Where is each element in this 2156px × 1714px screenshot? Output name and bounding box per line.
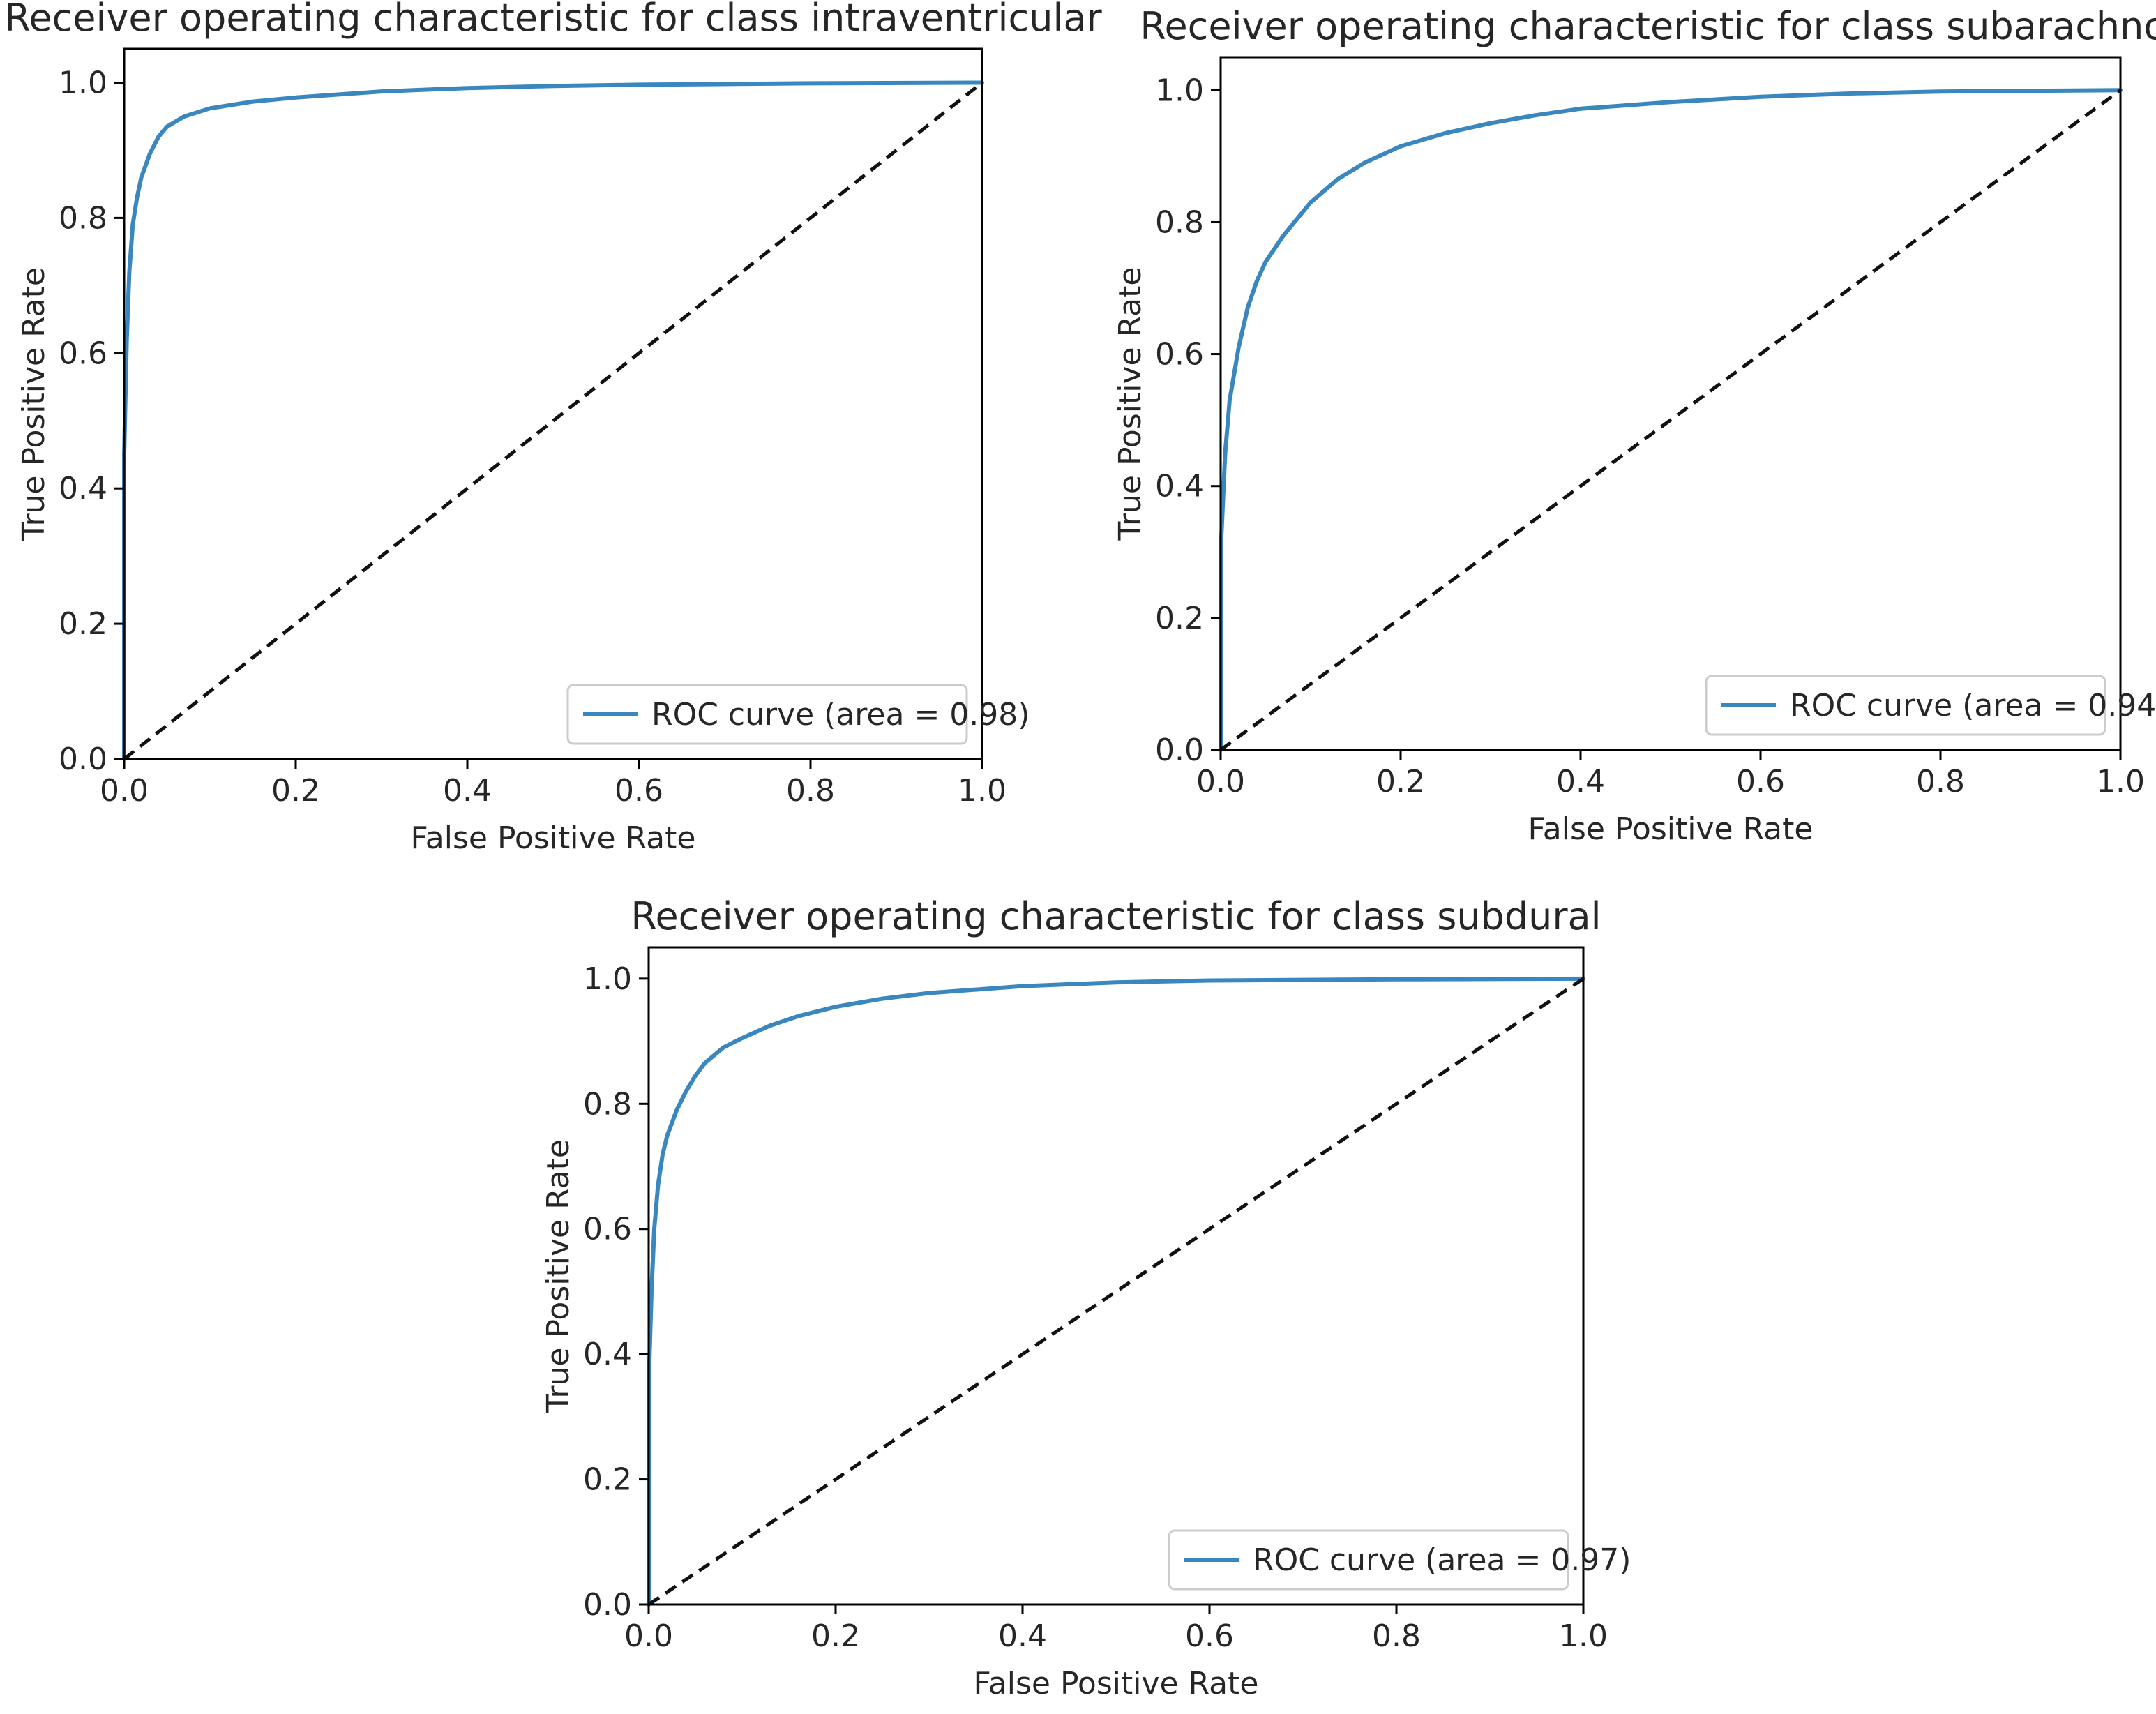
chart-2-x-tick-label: 0.6 (1736, 764, 1785, 799)
chart-1-legend-label: ROC curve (area = 0.98) (651, 697, 1030, 732)
chart-1-y-tick-label: 0.2 (59, 606, 107, 642)
chart-2-chance-line (1219, 89, 2122, 752)
chart-1-legend-box (566, 684, 968, 745)
chart-1-axes-frame (123, 47, 983, 760)
chart-3-legend-box (1168, 1529, 1569, 1591)
chart-3-chance-line (647, 977, 1585, 1607)
chart-3-x-axis-label: False Positive Rate (974, 1666, 1259, 1701)
chart-3-x-tick-label: 1.0 (1559, 1618, 1608, 1654)
chart-2-y-tick-label: 0.8 (1155, 204, 1204, 240)
chart-2-legend-box (1705, 675, 2106, 736)
chart-1-x-tick-label: 0.2 (271, 773, 320, 809)
chart-2-y-tick-label: 1.0 (1155, 73, 1204, 108)
chart-2-x-tick-label: 1.0 (2096, 764, 2145, 799)
chart-1-x-tick-label: 0.4 (443, 773, 492, 809)
chart-1-chance-line (123, 81, 983, 760)
chart-3-y-tick-label: 0.8 (583, 1086, 632, 1122)
chart-1-y-tick-label: 1.0 (59, 65, 107, 100)
chart-1-x-tick-label: 0.8 (786, 773, 835, 809)
chart-1-y-tick-label: 0.6 (59, 336, 107, 371)
chart-3-title: Receiver operating characteristic for cl… (631, 894, 1601, 938)
chart-3-y-tick-label: 0.0 (583, 1587, 632, 1623)
chart-2-title: Receiver operating characteristic for cl… (1140, 4, 2156, 48)
chart-2-y-tick-label: 0.2 (1155, 601, 1204, 636)
chart-3: Receiver operating characteristic for cl… (541, 894, 1631, 1701)
chart-1-x-tick-label: 0.6 (615, 773, 663, 809)
chart-2-x-tick-label: 0.0 (1196, 764, 1245, 799)
chart-3-legend-label: ROC curve (area = 0.97) (1253, 1542, 1631, 1578)
chart-2-x-axis-label: False Positive Rate (1528, 811, 1814, 847)
chart-3-y-axis-label: True Positive Rate (541, 1139, 576, 1413)
chart-2-axes-frame (1219, 56, 2122, 751)
chart-3-y-tick-label: 0.2 (583, 1462, 632, 1498)
chart-1-x-axis-label: False Positive Rate (411, 820, 696, 856)
chart-3-axes-frame (647, 946, 1585, 1606)
chart-2-y-tick-label: 0.6 (1155, 337, 1204, 373)
chart-2-legend: ROC curve (area = 0.94) (1705, 675, 2156, 736)
chart-3-x-tick-label: 0.6 (1185, 1618, 1234, 1654)
chart-1-y-axis-label: True Positive Rate (16, 267, 52, 541)
chart-1-y-tick-label: 0.8 (59, 200, 107, 236)
chart-3-y-tick-label: 0.4 (583, 1337, 632, 1372)
chart-1-x-tick-label: 1.0 (958, 773, 1007, 809)
chart-3-x-tick-label: 0.8 (1372, 1618, 1421, 1654)
chart-3-y-tick-label: 1.0 (583, 961, 632, 997)
chart-1-legend: ROC curve (area = 0.98) (566, 684, 1030, 745)
chart-1-y-tick-label: 0.0 (59, 742, 107, 777)
chart-2-legend-label: ROC curve (area = 0.94) (1790, 688, 2156, 723)
chart-3-x-tick-label: 0.4 (998, 1618, 1047, 1654)
chart-1-title: Receiver operating characteristic for cl… (4, 0, 1102, 40)
chart-2-x-tick-label: 0.8 (1916, 764, 1965, 799)
chart-2-x-tick-label: 0.2 (1376, 764, 1425, 799)
chart-2-roc-curve (1219, 88, 2123, 752)
chart-2: Receiver operating characteristic for cl… (1113, 4, 2156, 847)
chart-1-roc-curve (122, 80, 984, 761)
chart-1-y-tick-label: 0.4 (59, 471, 107, 506)
chart-2-y-tick-label: 0.0 (1155, 732, 1204, 768)
chart-3-legend: ROC curve (area = 0.97) (1168, 1529, 1631, 1591)
chart-3-x-tick-label: 0.2 (811, 1618, 860, 1654)
chart-2-y-tick-label: 0.4 (1155, 469, 1204, 504)
chart-3-x-tick-label: 0.0 (624, 1618, 673, 1654)
chart-3-y-tick-label: 0.6 (583, 1212, 632, 1247)
chart-1-x-tick-label: 0.0 (100, 773, 149, 809)
chart-2-y-axis-label: True Positive Rate (1113, 267, 1148, 541)
chart-1: Receiver operating characteristic for cl… (4, 0, 1102, 856)
chart-3-roc-curve (647, 976, 1585, 1607)
chart-2-x-tick-label: 0.4 (1556, 764, 1605, 799)
